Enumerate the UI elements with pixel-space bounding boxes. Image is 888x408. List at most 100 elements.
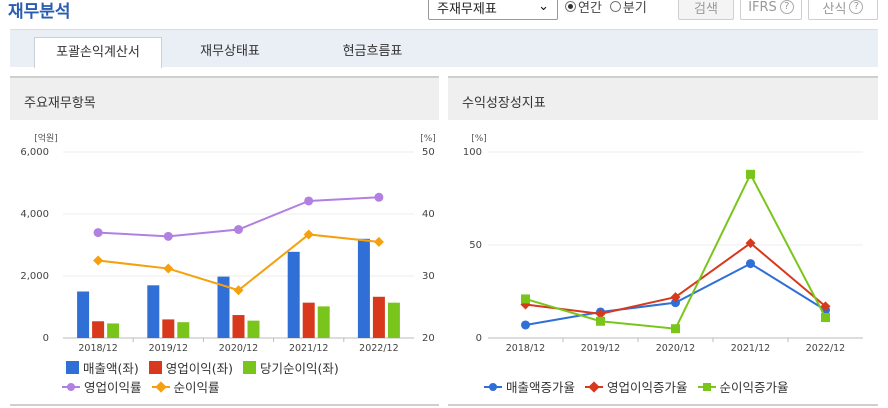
y-tick-label: 0 [476, 333, 482, 344]
legend-marker [62, 381, 80, 393]
y2-tick-label: 50 [422, 147, 435, 158]
point-0-2 [234, 225, 243, 234]
point-1-2 [233, 285, 244, 296]
point-0-1 [163, 231, 173, 241]
point-2-1 [596, 316, 605, 326]
point-1-3 [745, 238, 756, 249]
point-2-2 [671, 324, 680, 334]
point-1-1 [595, 308, 606, 319]
x-tick-label: 2019/12 [581, 343, 620, 354]
point-1-4 [373, 236, 384, 247]
y2-tick-label: 30 [422, 271, 435, 282]
bar-0-4 [357, 238, 370, 338]
radio-quarter[interactable]: 분기 [609, 0, 647, 16]
y-tick-label: 100 [463, 147, 482, 158]
x-tick-label: 2021/12 [731, 343, 770, 354]
legend-label: 영업이익(좌) [165, 361, 234, 376]
point-0-0 [93, 228, 103, 238]
point-2-4 [821, 313, 830, 323]
y-axis-unit-right: [%] [420, 134, 436, 144]
radio-annual[interactable]: 연간 [565, 0, 602, 16]
legend-revenue-growth[interactable]: 매출액증가율 [484, 377, 575, 396]
top-toolbar: 재무분석 주재무제표 ⌄ 연간 분기 검색 IFRS ? 산식 ? [0, 0, 888, 24]
series-line-1 [97, 233, 380, 292]
legend-net-income[interactable]: 당기순이익(좌) [243, 358, 339, 377]
y2-tick-label: 40 [422, 209, 435, 220]
bar-1-3 [302, 302, 315, 338]
y-tick-label: 50 [469, 240, 482, 251]
panel-bottom-border [448, 404, 878, 406]
key-financials-legend-row1: 매출액(좌) 영업이익(좌) 당기순이익(좌) [66, 358, 339, 377]
bar-2-4 [387, 302, 400, 338]
point-0-0 [521, 320, 530, 330]
y-axis-unit-left: [억원] [34, 132, 58, 144]
formula-button-label: 산식 [822, 1, 847, 17]
radio-quarter-icon [609, 1, 621, 12]
point-1-1 [163, 263, 174, 274]
legend-net-income-growth[interactable]: 순이익증가율 [697, 377, 789, 396]
bar-1-0 [92, 321, 105, 338]
point-1-2 [670, 292, 681, 303]
tab-cash-flow[interactable]: 현금흐름표 [342, 44, 403, 59]
legend-marker [697, 381, 716, 393]
bar-0-3 [287, 251, 300, 338]
y-tick-label: 4,000 [20, 209, 49, 220]
key-financials-chart: [억원] [%] 0 2,000 4,000 6,000 20 30 40 50 2018/12 20… [20, 132, 436, 354]
point-2-3 [746, 169, 755, 179]
chevron-down-icon: ⌄ [538, 0, 549, 14]
y-tick-label: 6,000 [20, 147, 49, 158]
x-tick-label: 2021/12 [289, 343, 328, 354]
key-financials-title: 주요재무항목 [10, 76, 439, 120]
point-1-4 [820, 301, 831, 312]
bar-2-3 [317, 306, 330, 338]
search-button[interactable]: 검색 [678, 0, 734, 20]
panel-bottom-border [10, 404, 439, 406]
legend-net-margin[interactable]: 순이익률 [151, 377, 220, 396]
growth-indicators-panel: 수익성장성지표 [%] 0 50 100 2018/12 2019/12 2020/12 20… [448, 76, 878, 406]
x-tick-label: 2022/12 [806, 343, 845, 354]
growth-indicators-legend: 매출액증가율 영업이익증가율 순이익증가율 [484, 377, 789, 396]
bar-2-1 [177, 322, 190, 338]
x-tick-label: 2019/12 [149, 343, 188, 354]
tab-income-statement[interactable]: 포괄손익계산서 [34, 37, 162, 68]
growth-indicators-chart: [%] 0 50 100 2018/12 2019/12 2020/12 2021/12 202… [463, 134, 863, 354]
legend-operating-profit-growth[interactable]: 영업이익증가율 [585, 377, 688, 396]
ifrs-button[interactable]: IFRS ? [740, 0, 802, 20]
ifrs-button-label: IFRS [748, 0, 777, 15]
radio-annual-label: 연간 [578, 1, 602, 16]
page-title: 재무분석 [8, 2, 71, 22]
bar-0-1 [147, 285, 160, 338]
y-axis-unit-left: [%] [471, 134, 487, 144]
legend-label: 매출액증가율 [506, 380, 576, 395]
formula-button[interactable]: 산식 ? [808, 0, 878, 20]
legend-label: 당기순이익(좌) [260, 361, 339, 376]
help-icon[interactable]: ? [779, 0, 794, 14]
tab-balance-sheet[interactable]: 재무상태표 [200, 44, 260, 59]
radio-annual-icon [565, 1, 576, 12]
help-icon[interactable]: ? [849, 0, 864, 14]
legend-operating-margin[interactable]: 영업이익률 [62, 377, 142, 396]
x-tick-label: 2020/12 [219, 343, 258, 354]
x-tick-label: 2020/12 [656, 343, 695, 354]
legend-label: 영업이익증가율 [607, 380, 688, 395]
legend-label: 순이익증가율 [719, 380, 789, 395]
point-0-2 [671, 298, 680, 308]
point-0-3 [304, 196, 314, 206]
statement-type-select[interactable]: 주재무제표 ⌄ [428, 0, 558, 20]
key-financials-legend-row2: 영업이익률 순이익률 [62, 377, 220, 396]
legend-operating-profit[interactable]: 영업이익(좌) [148, 358, 234, 377]
bar-1-4 [372, 296, 385, 338]
legend-revenue[interactable]: 매출액(좌) [66, 358, 139, 377]
y2-tick-label: 20 [422, 333, 435, 344]
period-radio-group: 연간 분기 [565, 0, 647, 16]
bar-1-1 [162, 319, 175, 338]
x-tick-label: 2022/12 [359, 343, 398, 354]
legend-marker [151, 380, 170, 393]
legend-swatch [66, 361, 79, 374]
growth-indicators-title: 수익성장성지표 [448, 76, 878, 120]
bar-2-0 [107, 323, 120, 338]
point-2-0 [521, 294, 530, 304]
bar-1-2 [232, 315, 245, 338]
point-1-3 [303, 229, 314, 240]
point-0-4 [374, 192, 384, 202]
